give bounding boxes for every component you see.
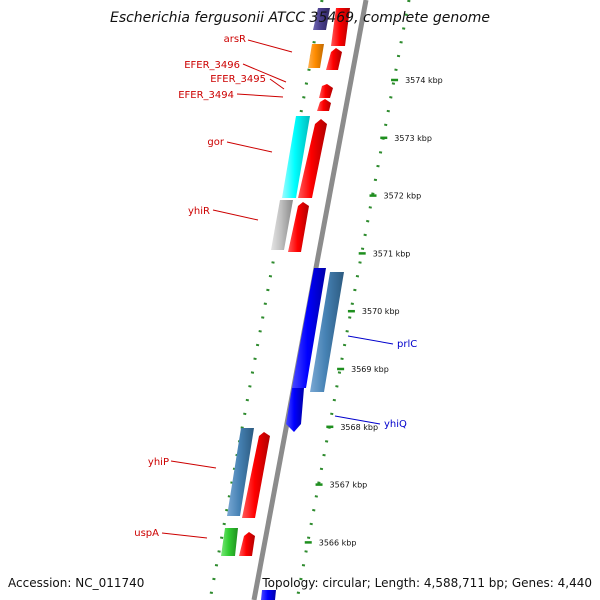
- cds-features-blue: [261, 268, 344, 600]
- cds-red-yhiR: [288, 202, 309, 252]
- gene-label-efer3495: EFER_3495: [210, 74, 266, 85]
- kbp-tick-label: 3574 kbp: [405, 76, 443, 85]
- cds-features-forward: [239, 8, 350, 556]
- leader-efer3494: [236, 93, 284, 98]
- gene-label-efer3496: EFER_3496: [184, 60, 240, 71]
- leader-yhiP: [170, 460, 217, 469]
- leader-arsR: [247, 39, 293, 53]
- cds-blue-yhiQ: [286, 388, 304, 432]
- cds-blue-prlC: [292, 268, 326, 388]
- cds-blue-bottom: [261, 590, 276, 600]
- gene-label-arsR: arsR: [224, 34, 246, 45]
- gene-leader-lines: [161, 39, 394, 539]
- kbp-tick-label: 3569 kbp: [351, 365, 389, 374]
- cds-cyan-gor: [282, 116, 310, 198]
- cds-steel-yhiP: [227, 428, 254, 516]
- gene-label-yhiQ: yhiQ: [384, 419, 407, 430]
- cds-steel-prlC: [310, 272, 344, 392]
- leader-efer3495: [269, 78, 285, 90]
- gene-label-prlC: prlC: [397, 339, 417, 350]
- cds-green-uspA: [221, 528, 238, 556]
- kbp-tick-label: 3567 kbp: [330, 481, 368, 490]
- cds-red-efer3495: [317, 99, 331, 111]
- cds-red-gor: [298, 119, 327, 198]
- cds-red-uspA: [239, 532, 255, 556]
- kbp-tick-label: 3571 kbp: [373, 249, 411, 258]
- kbp-tick-label: 3568 kbp: [340, 423, 378, 432]
- leader-uspA: [161, 532, 208, 539]
- leader-yhiQ: [334, 415, 381, 425]
- gene-label-uspA: uspA: [134, 528, 159, 539]
- kbp-tick-label: 3570 kbp: [362, 307, 400, 316]
- cds-orange: [308, 44, 324, 68]
- kbp-tick-label: 3573 kbp: [394, 134, 432, 143]
- leader-yhiR: [212, 209, 259, 221]
- gene-label-yhiR: yhiR: [188, 206, 210, 217]
- leader-efer3496: [242, 63, 287, 83]
- kbp-tick-label: 3566 kbp: [319, 538, 357, 547]
- tick-marks: 3574 kbp 3573 kbp 3572 kbp 3571 kbp 3570 kbp…: [304, 76, 443, 547]
- cds-features-reverse: [221, 8, 330, 556]
- cds-silver-yhiR: [271, 200, 293, 250]
- cds-purple-top: [313, 8, 330, 30]
- cds-red-arsR: [326, 48, 342, 70]
- leader-gor: [226, 141, 273, 153]
- gene-label-efer3494: EFER_3494: [178, 90, 234, 101]
- leader-prlC: [347, 335, 394, 345]
- gene-label-yhiP: yhiP: [148, 457, 169, 468]
- gene-label-gor: gor: [207, 137, 224, 148]
- cds-red-yhiP: [242, 432, 270, 518]
- cds-red-efer3496: [319, 84, 333, 98]
- cds-red-top: [331, 8, 350, 46]
- accession-text: Accession: NC_011740: [8, 576, 144, 590]
- map-title: Escherichia fergusonii ATCC 35469, compl…: [110, 10, 490, 26]
- gene-labels: arsR EFER_3496 EFER_3495 EFER_3494 gor y…: [134, 34, 417, 539]
- topology-text: Topology: circular; Length: 4,588,711 bp…: [261, 576, 592, 590]
- kbp-tick-label: 3572 kbp: [383, 192, 421, 201]
